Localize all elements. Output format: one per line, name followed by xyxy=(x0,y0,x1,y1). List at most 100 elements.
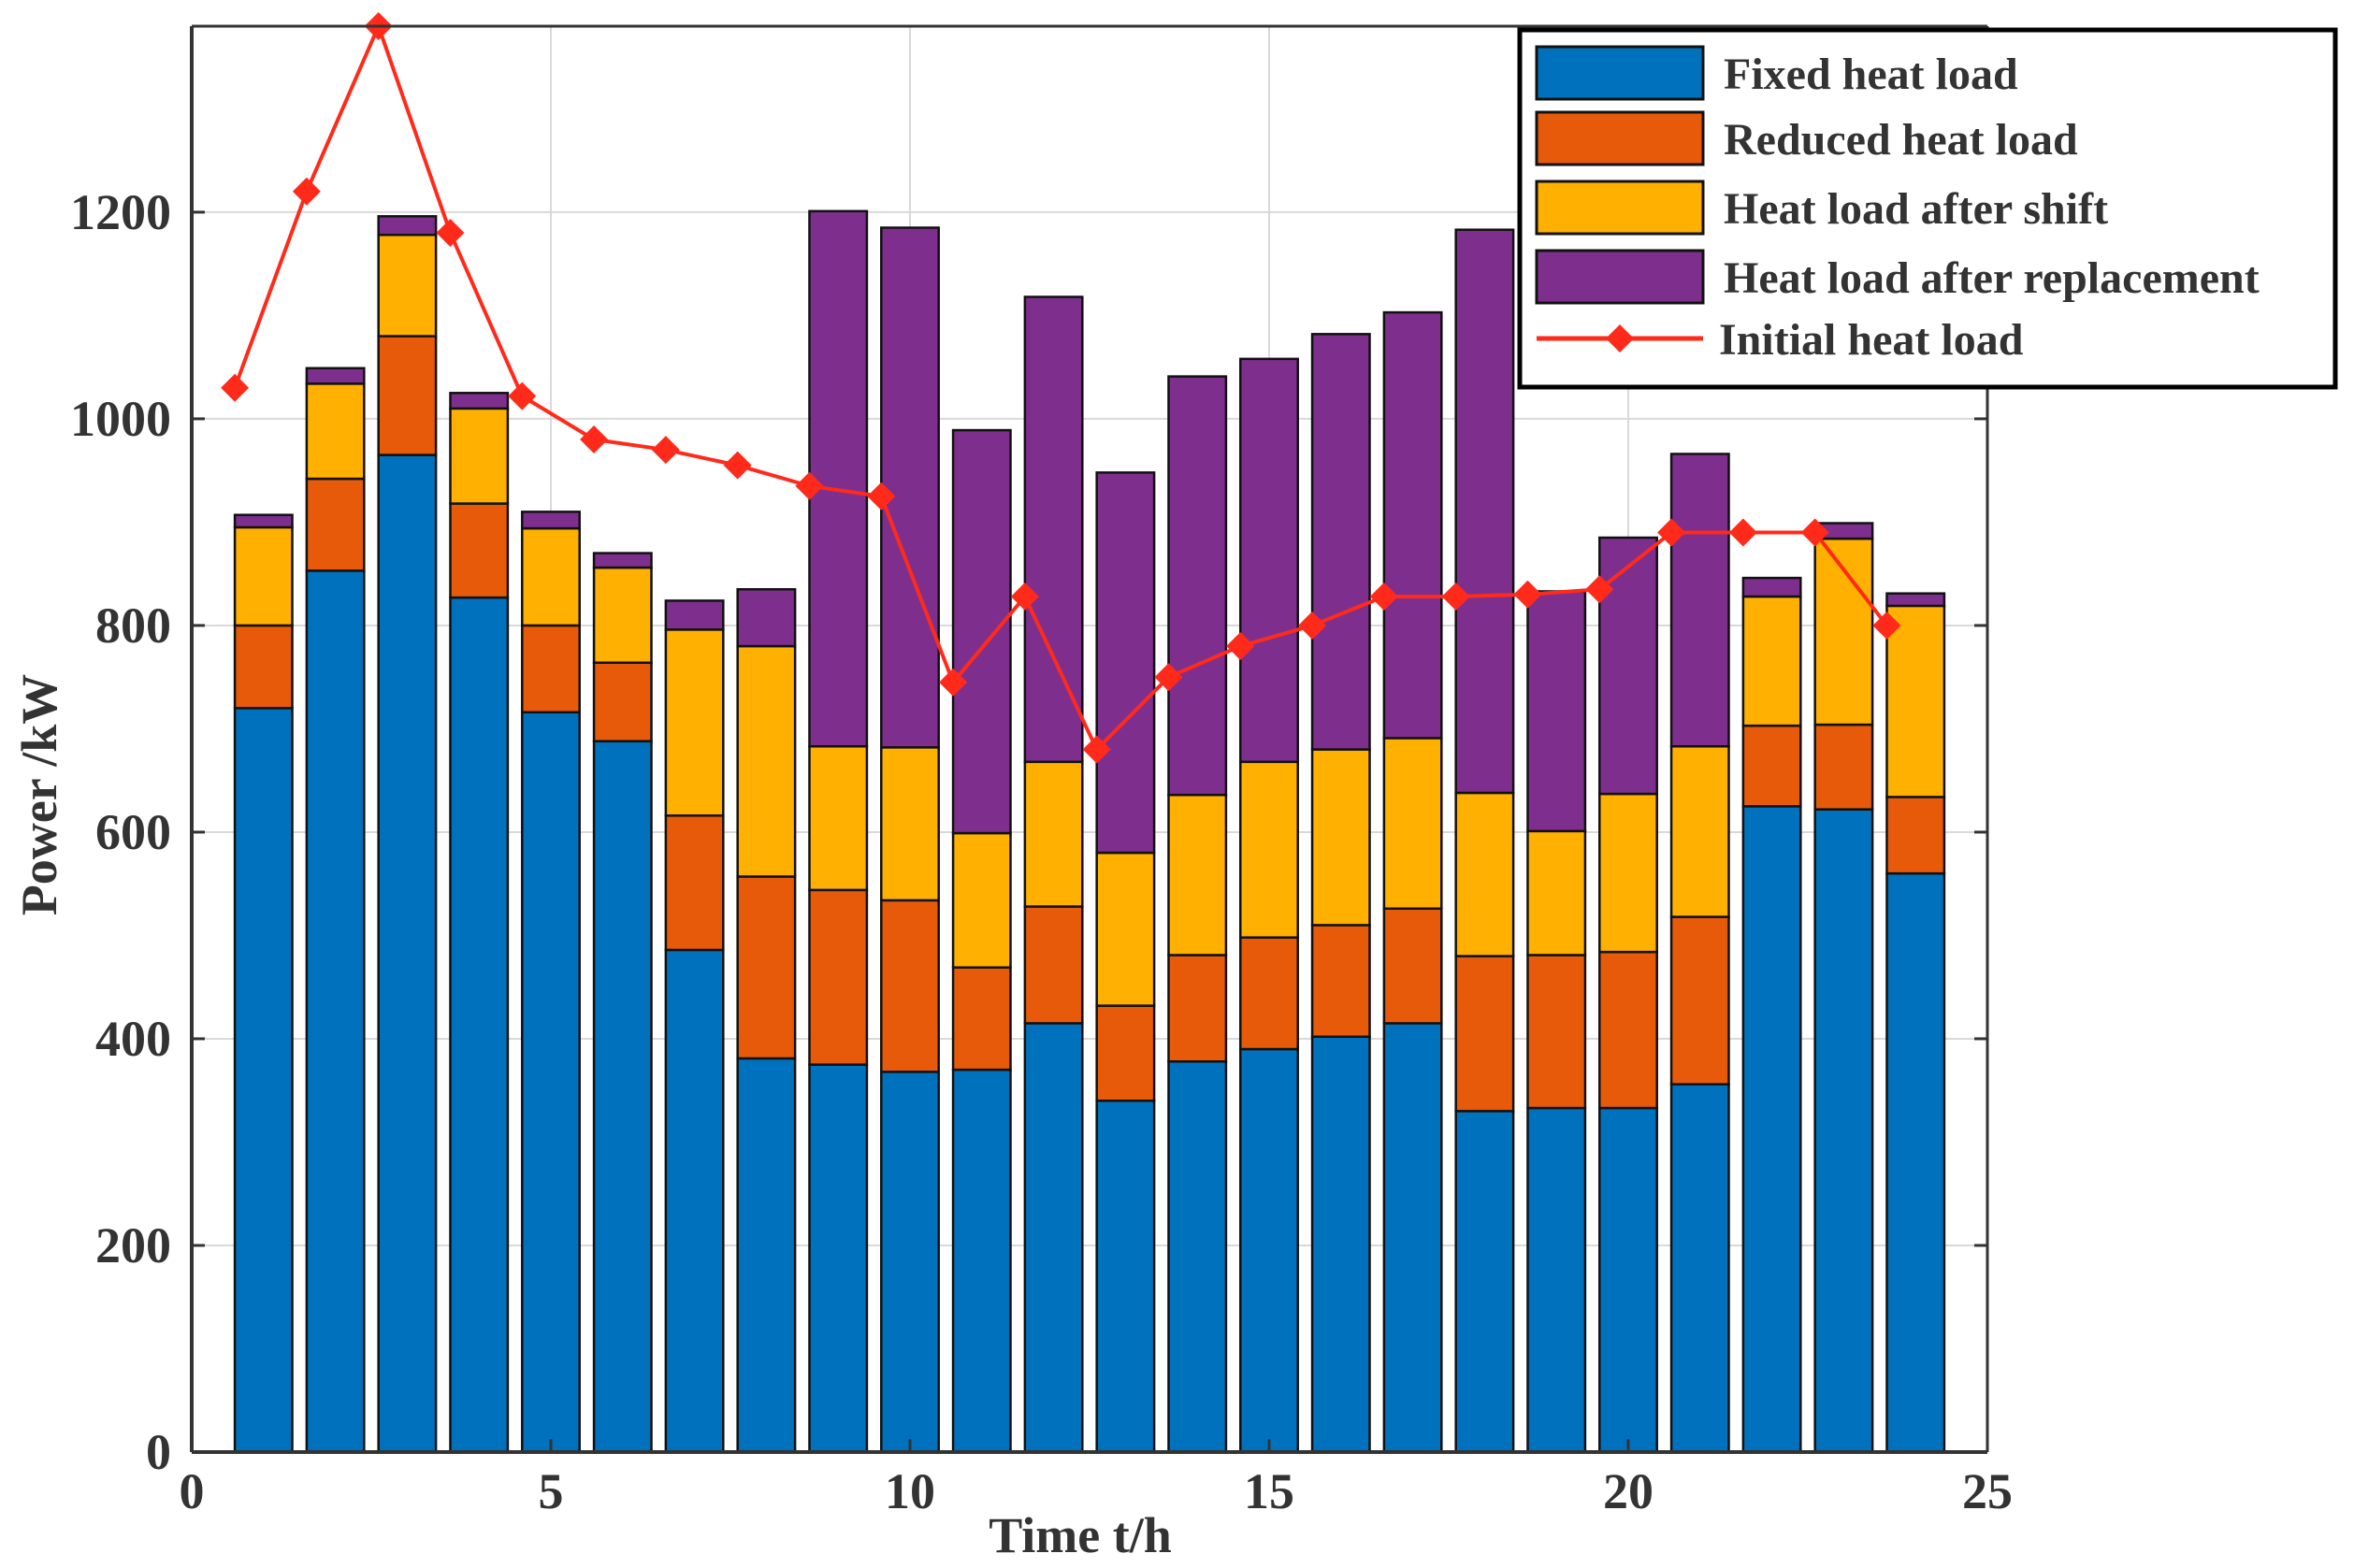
bar-segment xyxy=(521,624,581,714)
bar-segment xyxy=(1239,357,1299,764)
bar-segment xyxy=(1669,453,1730,748)
bar-segment xyxy=(1454,955,1515,1113)
x-tick-labels: 0 5 10 15 20 25 xyxy=(180,1463,2014,1519)
bar-segment xyxy=(377,215,438,237)
bar-segment xyxy=(1813,808,1874,1454)
bar-segment xyxy=(233,525,294,627)
legend-swatch xyxy=(1535,110,1705,166)
bar-segment xyxy=(233,707,294,1454)
bars xyxy=(233,209,1946,1454)
legend: Fixed heat load Reduced heat load Heat loa… xyxy=(1517,27,2338,390)
bar-segment xyxy=(1095,851,1156,1007)
bar-segment xyxy=(951,1068,1012,1454)
line-marker xyxy=(1657,518,1686,547)
legend-label: Heat load after shift xyxy=(1724,184,2108,234)
y-tick-label: 400 xyxy=(95,1011,171,1067)
bar-segment xyxy=(1813,723,1874,811)
bar-segment xyxy=(1310,748,1371,927)
bar-segment xyxy=(377,453,438,1454)
x-tick-label: 15 xyxy=(1244,1463,1294,1519)
bar-segment xyxy=(592,552,653,569)
bar-segment xyxy=(377,335,438,456)
bar-segment xyxy=(951,428,1012,835)
bar-segment xyxy=(1167,793,1228,957)
bar-segment xyxy=(1382,907,1443,1025)
bar-segment xyxy=(1741,576,1802,598)
legend-swatch xyxy=(1535,180,1705,236)
bar-segment xyxy=(951,966,1012,1072)
line-marker xyxy=(939,668,968,697)
bar-segment xyxy=(1669,744,1730,918)
bar-segment xyxy=(233,513,294,529)
bar-segment xyxy=(521,711,581,1454)
bar-segment xyxy=(1454,228,1515,795)
bar-segment xyxy=(521,526,581,627)
bar-segment xyxy=(1526,829,1587,957)
y-tick-labels: 0 200 400 600 800 1000 1200 xyxy=(70,184,171,1480)
line-marker xyxy=(1585,575,1614,604)
bar-segment xyxy=(305,367,366,385)
bar-segment xyxy=(1598,792,1658,954)
y-tick-label: 600 xyxy=(95,804,171,860)
line-marker xyxy=(1728,518,1757,547)
bar-segment xyxy=(1095,1004,1156,1102)
bar-segment xyxy=(592,661,653,742)
bar-segment xyxy=(736,588,797,648)
bar-segment xyxy=(1741,805,1802,1454)
bar-segment xyxy=(1885,796,1946,875)
bar-segment xyxy=(1239,760,1299,939)
bar-segment xyxy=(1310,1035,1371,1454)
y-tick-label: 800 xyxy=(95,597,171,654)
bar-segment xyxy=(880,746,940,902)
bar-segment xyxy=(1598,1106,1658,1454)
bar-segment xyxy=(1885,604,1946,798)
bar-segment xyxy=(1239,1047,1299,1454)
bar-segment xyxy=(449,407,510,505)
legend-swatch xyxy=(1535,249,1705,305)
bar-segment xyxy=(1526,954,1587,1110)
x-tick-label: 10 xyxy=(885,1463,935,1519)
y-tick-label: 200 xyxy=(95,1217,171,1273)
bar-segment xyxy=(1382,1022,1443,1454)
bar-segment xyxy=(808,744,869,892)
bar-segment xyxy=(736,875,797,1060)
line-marker xyxy=(1872,611,1901,640)
x-tick-label: 5 xyxy=(539,1463,564,1519)
bar-segment xyxy=(233,624,294,710)
bar-segment xyxy=(951,831,1012,969)
bar-segment xyxy=(1526,590,1587,833)
line-marker xyxy=(508,381,537,410)
bar-segment xyxy=(305,477,366,572)
bar-segment xyxy=(592,740,653,1454)
bar-segment xyxy=(1813,537,1874,726)
bar-segment xyxy=(880,226,940,749)
bar-segment xyxy=(449,502,510,599)
y-axis-title: Power /kW xyxy=(11,674,67,915)
x-tick-label: 0 xyxy=(180,1463,205,1519)
legend-label: Heat load after replacement xyxy=(1724,253,2260,303)
bar-segment xyxy=(1669,1083,1730,1454)
line-marker xyxy=(795,471,824,500)
legend-label: Initial heat load xyxy=(1719,315,2024,365)
line-marker xyxy=(1513,580,1542,609)
line-marker xyxy=(1082,735,1111,764)
bar-segment xyxy=(808,1063,869,1454)
bar-segment xyxy=(1167,954,1228,1063)
line-marker xyxy=(1154,663,1183,692)
bar-segment xyxy=(1310,333,1371,751)
bar-segment xyxy=(1885,871,1946,1454)
bar-segment xyxy=(1310,924,1371,1039)
bar-segment xyxy=(1023,905,1084,1025)
bar-segment xyxy=(664,948,725,1454)
bar-segment xyxy=(1023,295,1084,764)
bar-segment xyxy=(808,209,869,748)
bar-segment xyxy=(1023,1022,1084,1454)
bar-segment xyxy=(1095,471,1156,855)
bar-segment xyxy=(449,596,510,1454)
bar-segment xyxy=(664,814,725,952)
legend-label: Reduced heat load xyxy=(1724,115,2078,165)
legend-label: Fixed heat load xyxy=(1724,50,2018,99)
line-marker xyxy=(221,373,250,402)
bar-segment xyxy=(664,628,725,817)
